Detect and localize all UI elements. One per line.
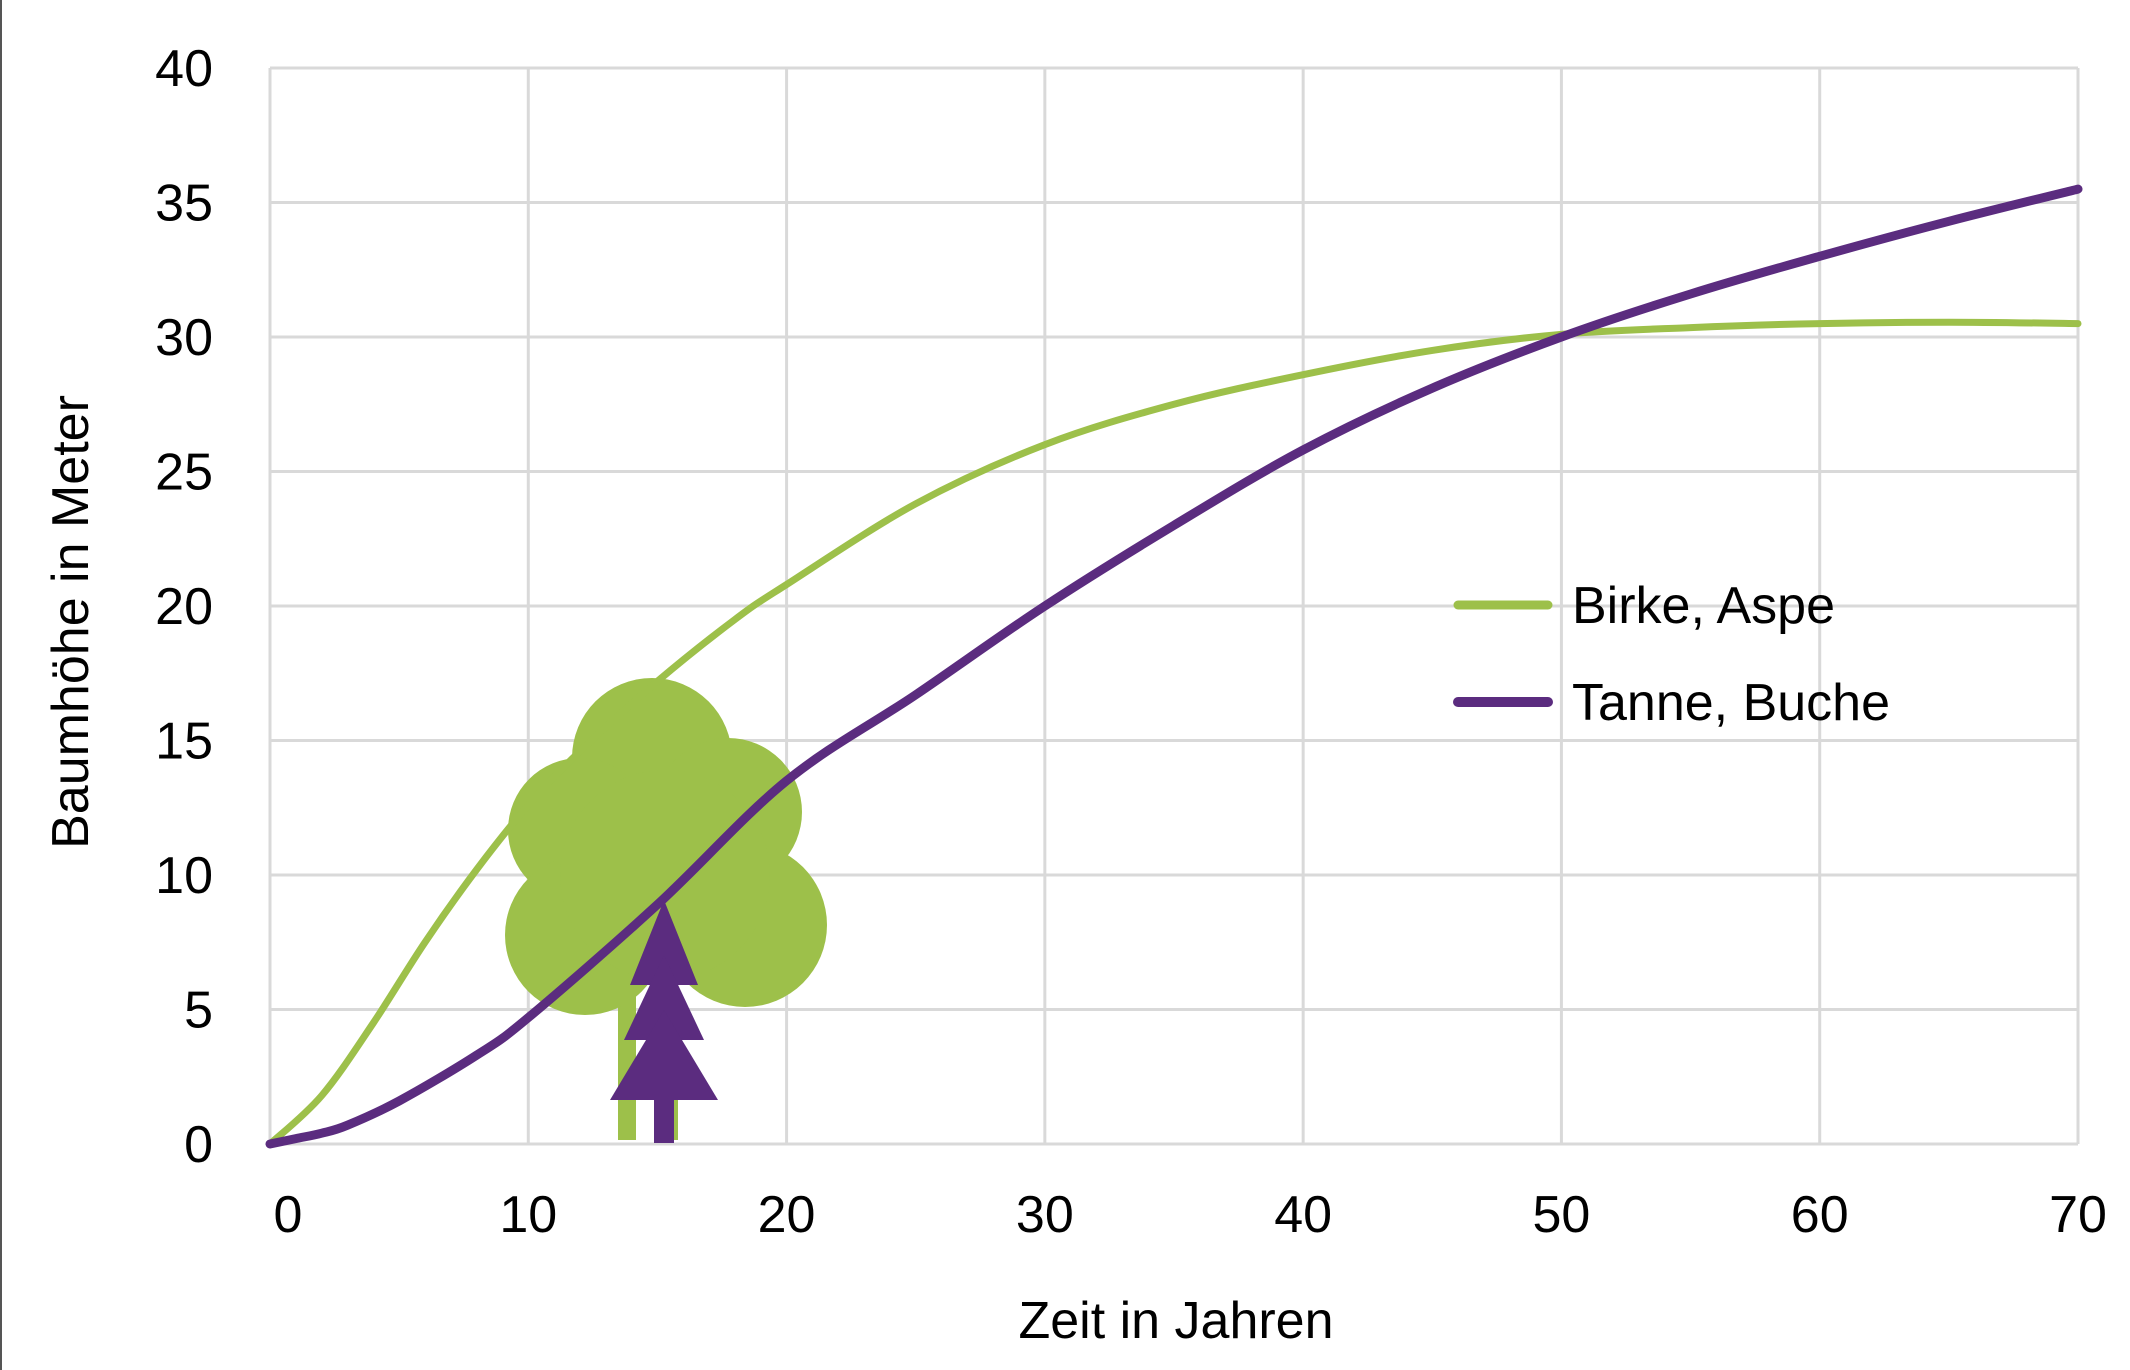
y-tick-label: 0 <box>184 1116 213 1174</box>
y-tick-label: 20 <box>155 578 213 636</box>
legend-label: Birke, Aspe <box>1572 577 1835 635</box>
y-tick-label: 15 <box>155 713 213 771</box>
x-tick-label: 50 <box>1533 1186 1591 1244</box>
y-tick-label: 5 <box>184 982 213 1040</box>
tree-illustration <box>505 678 827 1143</box>
x-tick-label: 10 <box>499 1186 557 1244</box>
x-tick-label: 20 <box>758 1186 816 1244</box>
x-tick-label: 0 <box>274 1186 303 1244</box>
series-line-tanne-buche <box>265 184 2083 1149</box>
x-tick-label: 70 <box>2049 1186 2107 1244</box>
series-line-birke-aspe <box>266 318 2082 1148</box>
deciduous-tree-icon <box>505 678 827 1140</box>
x-tick-label: 40 <box>1274 1186 1332 1244</box>
series-lines <box>265 184 2083 1149</box>
x-tick-label: 30 <box>1016 1186 1074 1244</box>
grid-lines <box>268 66 2080 1146</box>
y-tick-label: 30 <box>155 309 213 367</box>
conifer-tree-icon <box>610 900 718 1143</box>
y-tick-label: 10 <box>155 847 213 905</box>
y-tick-label: 40 <box>155 40 213 98</box>
y-tick-label: 35 <box>155 175 213 233</box>
legend: Birke, Aspe Tanne, Buche <box>1453 577 1890 732</box>
y-axis-title: Baumhöhe in Meter <box>42 395 100 849</box>
y-tick-label: 25 <box>155 444 213 502</box>
legend-label: Tanne, Buche <box>1572 674 1890 732</box>
x-axis-title: Zeit in Jahren <box>1018 1292 1333 1350</box>
y-tick-labels: 0 5 10 15 20 25 30 35 40 <box>155 40 213 1174</box>
x-tick-labels: 0 10 20 30 40 50 60 70 <box>274 1186 2107 1244</box>
x-tick-label: 60 <box>1791 1186 1849 1244</box>
